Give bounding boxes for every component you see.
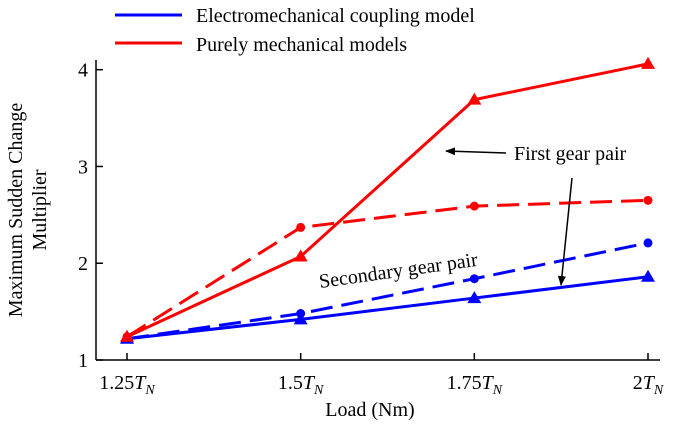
legend: Electromechanical coupling model Purely …: [115, 5, 475, 56]
data-point-mech_second: [296, 222, 306, 232]
data-point-em_first: [641, 269, 655, 282]
series-mech_second: [122, 195, 653, 342]
series-group: [120, 56, 655, 344]
data-point-mech_second: [469, 201, 479, 211]
y-axis-label-line-2: Multiplier: [29, 169, 51, 250]
series-line-em_first: [126, 275, 649, 341]
y-axis-label-line-1: Maximum Sudden Change: [5, 103, 27, 318]
x-tick-label: 1.75TN: [447, 372, 503, 398]
y-ticks: 1 2 3 4: [78, 60, 103, 372]
y-tick-label: 4: [78, 60, 88, 82]
series-line-mech_second: [126, 198, 649, 339]
data-point-mech_first: [467, 92, 482, 105]
data-point-em_first: [293, 312, 308, 325]
data-point-em_first: [467, 291, 482, 304]
x-tick-label: 1.5TN: [278, 372, 324, 398]
annotation-secondary-gear-pair: Secondary gear pair: [318, 249, 480, 293]
series-line-em_second: [126, 241, 649, 341]
y-axis-label: Maximum Sudden Change Multiplier: [5, 103, 51, 318]
data-point-mech_first: [293, 249, 308, 262]
series-line-mech_first: [126, 62, 649, 339]
annotation-arrow-first-horizontal: [445, 147, 507, 156]
plot-area: [95, 60, 660, 361]
series-mech_first: [120, 56, 655, 342]
legend-label-electromechanical: Electromechanical coupling model: [196, 5, 475, 27]
annotation-arrow-first-down: [557, 177, 573, 286]
data-point-mech_first: [641, 56, 655, 69]
annotation-first-gear-pair: First gear pair: [514, 143, 627, 165]
legend-label-mechanical: Purely mechanical models: [196, 34, 407, 56]
data-point-em_second: [296, 309, 306, 319]
y-tick-label: 3: [78, 156, 88, 178]
series-em_second: [122, 238, 653, 344]
data-point-mech_second: [643, 195, 653, 205]
x-ticks: 1.25TN 1.5TN 1.75TN 2TN: [99, 353, 664, 398]
y-tick-label: 2: [78, 253, 88, 275]
x-axis-label: Load (Nm): [325, 399, 414, 421]
y-tick-label: 1: [78, 350, 88, 372]
data-point-em_second: [643, 238, 653, 248]
data-point-mech_second: [122, 332, 132, 342]
x-tick-label: 2TN: [633, 372, 664, 398]
data-point-em_second: [469, 274, 479, 284]
x-tick-label: 1.25TN: [99, 372, 155, 398]
